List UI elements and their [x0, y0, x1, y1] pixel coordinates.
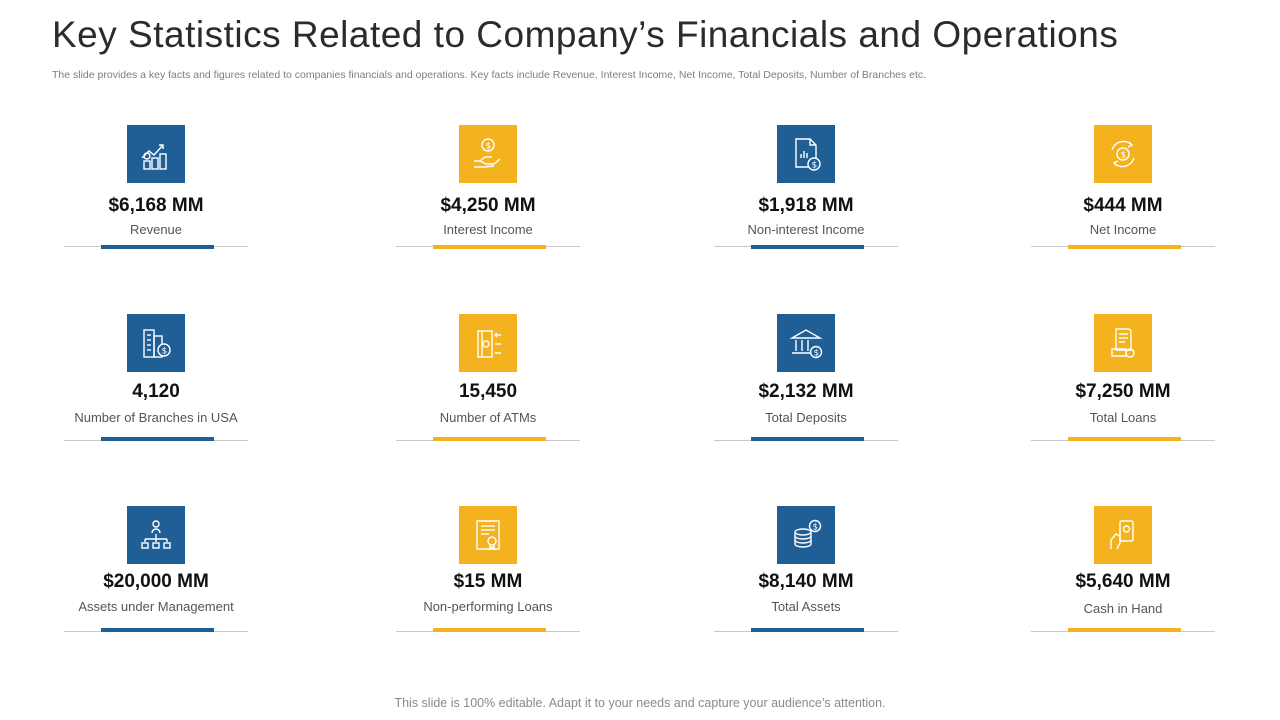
stat-card-non-performing-loans: $15 MM Non-performing Loans	[396, 506, 580, 656]
dollar-cycle-icon: $	[1094, 125, 1152, 183]
accent-bar	[433, 245, 546, 249]
coin-stack-icon: $	[777, 506, 835, 564]
stat-value: $2,132 MM	[758, 381, 854, 402]
stat-value: $15 MM	[453, 571, 523, 592]
svg-text:$: $	[486, 142, 492, 152]
bank-dollar-icon: $	[777, 314, 835, 372]
stat-card-branches: $ 4,120 Number of Branches in USA	[64, 314, 248, 464]
stat-label: Total Assets	[771, 599, 841, 614]
stat-value: $444 MM	[1083, 195, 1163, 216]
accent-bar	[1068, 437, 1181, 441]
stat-label: Interest Income	[443, 222, 533, 237]
hand-coin-icon: $	[459, 125, 517, 183]
stat-card-total-assets: $ $8,140 MM Total Assets	[714, 506, 898, 656]
stat-value: $20,000 MM	[103, 571, 209, 592]
accent-bar	[751, 437, 864, 441]
svg-text:$: $	[1121, 151, 1127, 161]
stat-label: Number of Branches in USA	[74, 410, 238, 425]
accent-bar	[101, 245, 214, 249]
revenue-growth-icon	[127, 125, 185, 183]
stat-label: Net Income	[1089, 222, 1157, 237]
stat-value: $1,918 MM	[758, 195, 854, 216]
stat-card-non-interest-income: $ $1,918 MM Non-interest Income	[714, 125, 898, 275]
stat-value: 15,450	[458, 381, 518, 402]
stat-card-cash-in-hand: $5,640 MM Cash in Hand	[1031, 506, 1215, 656]
footer-note: This slide is 100% editable. Adapt it to…	[394, 696, 886, 710]
stat-label: Cash in Hand	[1083, 601, 1163, 616]
stat-value: $4,250 MM	[440, 195, 536, 216]
page-title: Key Statistics Related to Company’s Fina…	[52, 14, 1119, 55]
svg-text:$: $	[813, 523, 818, 533]
svg-text:$: $	[812, 161, 818, 171]
accent-bar	[101, 628, 214, 632]
accent-bar	[433, 437, 546, 441]
stat-value: 4,120	[132, 381, 180, 402]
stat-value: $5,640 MM	[1075, 571, 1171, 592]
building-dollar-icon: $	[127, 314, 185, 372]
accent-bar	[751, 245, 864, 249]
stat-label: Total Loans	[1089, 410, 1157, 425]
stat-card-atms: 15,450 Number of ATMs	[396, 314, 580, 464]
svg-text:$: $	[162, 347, 168, 357]
loan-document-icon	[1094, 314, 1152, 372]
document-dollar-icon: $	[777, 125, 835, 183]
page-subtitle: The slide provides a key facts and figur…	[52, 69, 927, 81]
certificate-icon	[459, 506, 517, 564]
accent-bar	[1068, 245, 1181, 249]
atm-icon	[459, 314, 517, 372]
stat-card-total-deposits: $ $2,132 MM Total Deposits	[714, 314, 898, 464]
stat-label: Assets under Management	[78, 599, 234, 614]
hand-phone-cash-icon	[1094, 506, 1152, 564]
stat-value: $7,250 MM	[1075, 381, 1171, 402]
svg-text:$: $	[814, 349, 819, 359]
stat-value: $6,168 MM	[108, 195, 204, 216]
stat-card-revenue: $6,168 MM Revenue	[64, 125, 248, 275]
stat-card-total-loans: $7,250 MM Total Loans	[1031, 314, 1215, 464]
stat-label: Non-performing Loans	[423, 599, 553, 614]
stat-value: $8,140 MM	[758, 571, 854, 592]
stat-card-assets-under-management: $20,000 MM Assets under Management	[64, 506, 248, 656]
stat-label: Revenue	[129, 222, 183, 237]
stat-label: Non-interest Income	[747, 222, 865, 237]
stat-card-net-income: $ $444 MM Net Income	[1031, 125, 1215, 275]
org-chart-icon	[127, 506, 185, 564]
accent-bar	[751, 628, 864, 632]
stat-label: Total Deposits	[765, 410, 847, 425]
stat-label: Number of ATMs	[439, 410, 537, 425]
stat-card-interest-income: $ $4,250 MM Interest Income	[396, 125, 580, 275]
accent-bar	[433, 628, 546, 632]
accent-bar	[101, 437, 214, 441]
accent-bar	[1068, 628, 1181, 632]
